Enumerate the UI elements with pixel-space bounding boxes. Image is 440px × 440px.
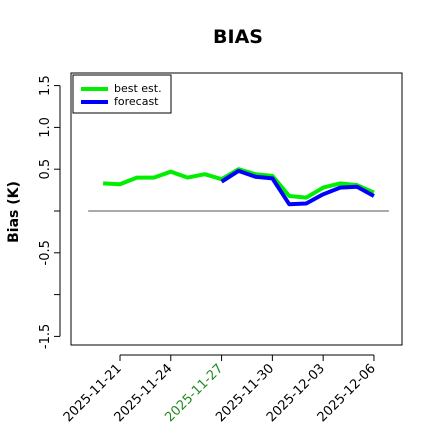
legend-label-best-est: best est. [114,82,162,95]
y-tick-label: 1.5 [38,75,53,96]
plot-frame [70,72,403,346]
legend-box [72,74,172,114]
series-line-best-est [103,167,375,200]
y-axis: -1.5 -0.5 0.5 1.0 1.5 [38,75,61,349]
y-tick-label: 1.0 [38,117,53,138]
y-axis-label: Bias (K) [6,181,22,243]
chart-title: BIAS [213,26,263,48]
series-line-forecast [220,168,375,207]
x-axis: 2025-11-212025-11-242025-11-272025-11-30… [61,354,379,425]
legend-label-forecast: forecast [114,95,159,108]
y-tick-label: -1.5 [38,324,53,349]
y-tick-label: 0.5 [38,159,53,180]
legend: best est. forecast [72,74,172,114]
series-layer [103,167,375,207]
y-tick-label: -0.5 [38,240,53,265]
